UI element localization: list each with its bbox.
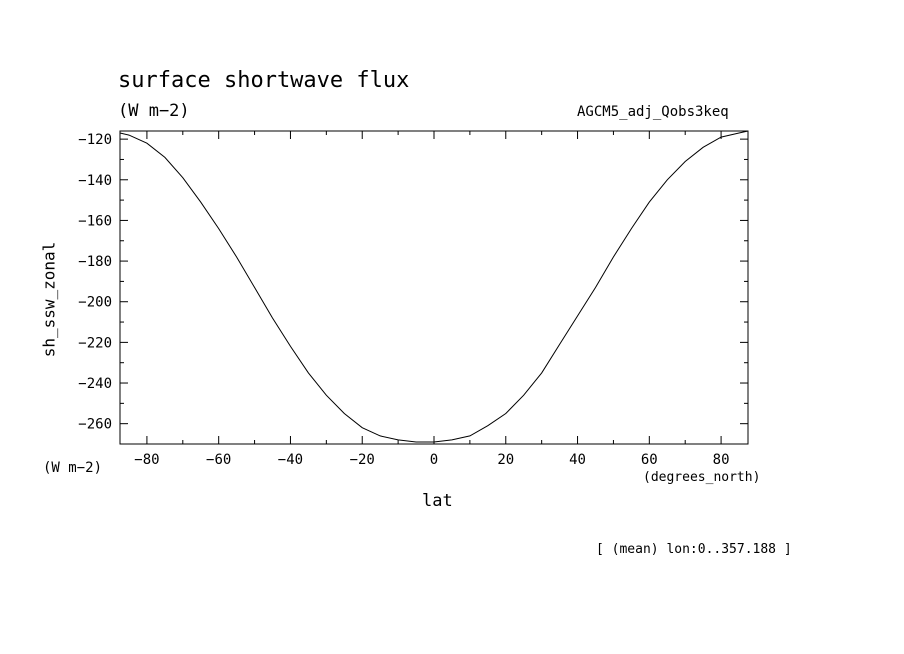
y-tick-label: −260 xyxy=(78,417,112,433)
chart-title: surface shortwave flux xyxy=(118,68,410,93)
x-tick-label: 0 xyxy=(430,452,438,468)
y-tick-label: −240 xyxy=(78,376,112,392)
run-name: AGCM5_adj_Qobs3keq xyxy=(577,104,729,120)
averaging-note: [ (mean) lon:0..357.188 ] xyxy=(596,542,792,557)
x-tick-label: 40 xyxy=(569,452,586,468)
x-tick-label: 60 xyxy=(641,452,658,468)
x-tick-label: −20 xyxy=(350,452,375,468)
tick-labels: −80 −60 −40 −20 0 20 40 60 80−120−140−160−180−20… xyxy=(78,132,729,468)
y-axis-label: sh_ssw_zonal xyxy=(39,241,59,358)
x-tick-label: −40 xyxy=(278,452,303,468)
y-axis-units: (W m−2) xyxy=(43,460,103,476)
x-tick-label: −80 xyxy=(134,452,159,468)
x-axis-label: lat xyxy=(422,491,453,511)
axis-ticks xyxy=(120,131,748,445)
x-axis-units: (degrees_north) xyxy=(643,470,761,485)
y-tick-label: −120 xyxy=(78,132,112,148)
y-tick-label: −200 xyxy=(78,295,112,311)
x-tick-label: −60 xyxy=(206,452,231,468)
y-tick-label: −220 xyxy=(78,335,112,351)
series-line xyxy=(119,130,749,443)
chart-units: (W m−2) xyxy=(118,101,190,121)
x-tick-label: 80 xyxy=(713,452,730,468)
x-tick-label: 20 xyxy=(497,452,514,468)
y-tick-label: −140 xyxy=(78,173,112,189)
data-series xyxy=(119,130,749,443)
y-tick-label: −180 xyxy=(78,254,112,270)
y-tick-label: −160 xyxy=(78,213,112,229)
plot-frame xyxy=(119,130,749,445)
